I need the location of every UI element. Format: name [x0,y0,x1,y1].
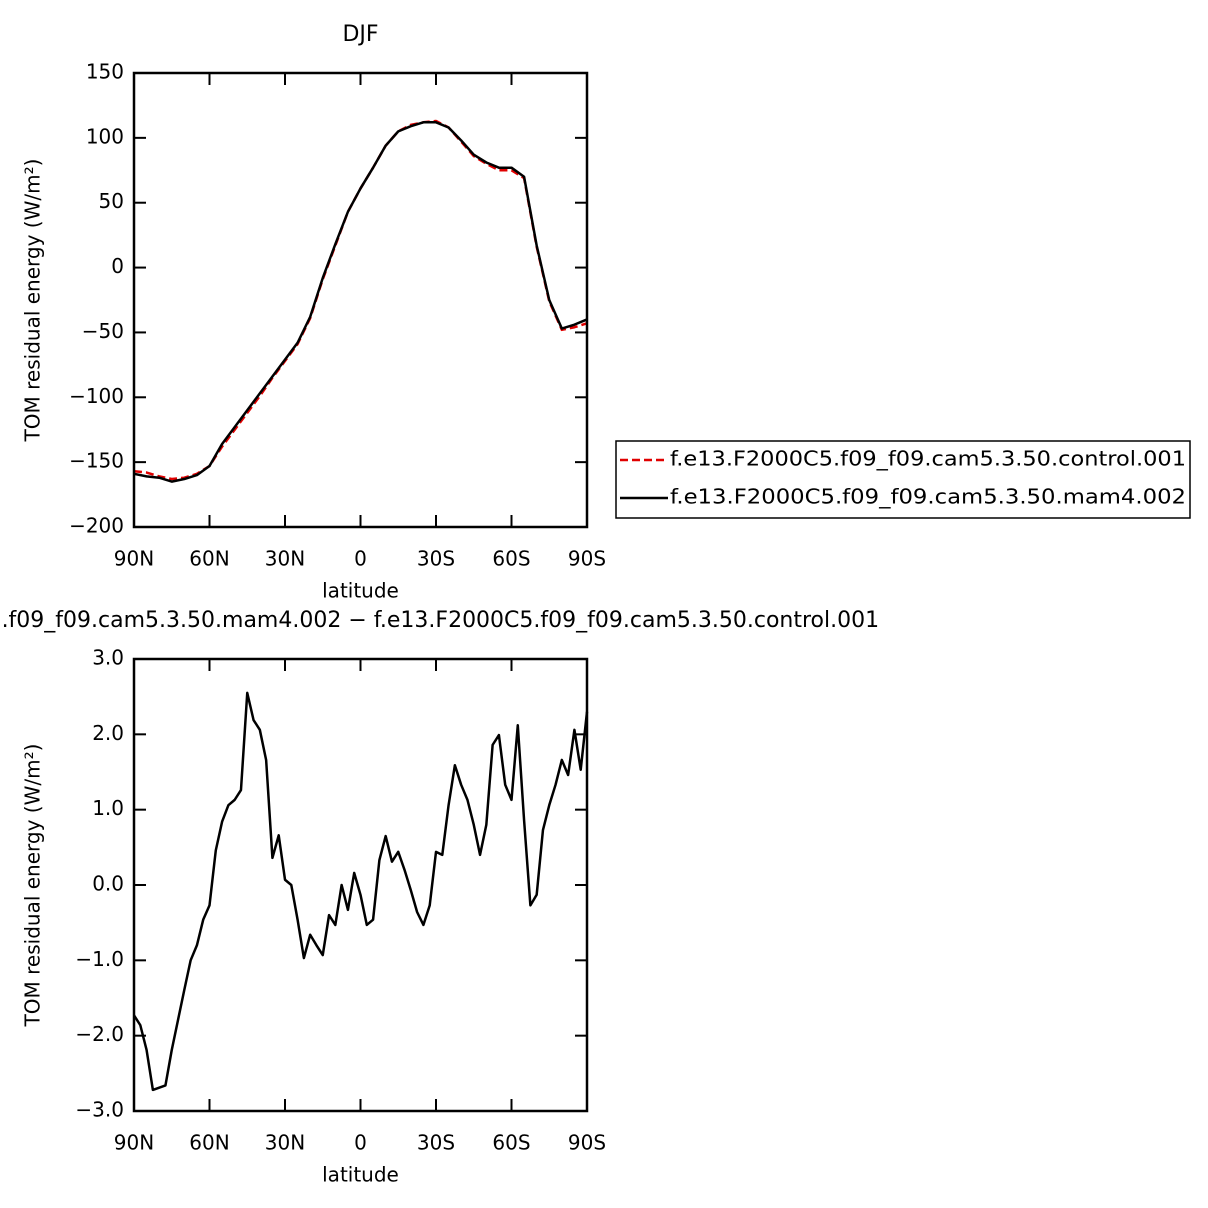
x-tick-label: 90S [568,547,606,571]
y-axis-label: TOM residual energy (W/m²) [21,159,45,443]
x-tick-label: 30S [417,547,455,571]
y-tick-label: 1.0 [92,796,124,820]
y-tick-label: −2.0 [75,1022,124,1046]
y-axis-label: TOM residual energy (W/m²) [21,744,45,1028]
y-tick-label: −50 [82,319,124,343]
y-tick-label: −100 [69,384,124,408]
x-tick-label: 30S [417,1131,455,1155]
x-tick-label: 0 [354,547,367,571]
legend-label: f.e13.F2000C5.f09_f09.cam5.3.50.mam4.002 [670,485,1186,509]
x-tick-label: 0 [354,1131,367,1155]
data-line [133,119,588,481]
y-tick-label: 2.0 [92,721,124,745]
chart-title: DJF [342,22,378,47]
y-tick-label: 0 [111,254,124,278]
plot-frame [132,657,589,1113]
x-axis-label: latitude [322,579,399,603]
x-tick-label: 60N [189,1131,229,1155]
y-tick-label: 150 [86,60,124,84]
x-tick-label: 60S [492,1131,530,1155]
x-tick-label: 60S [492,547,530,571]
x-axis-label: latitude [322,1163,399,1187]
y-tick-label: −150 [69,449,124,473]
y-tick-label: 0.0 [92,872,124,896]
data-line [133,121,588,483]
legend-box [615,440,1191,519]
x-tick-label: 30N [265,547,305,571]
x-tick-label: 90S [568,1131,606,1155]
x-tick-label: 30N [265,1131,305,1155]
chart-title: f.e13.F2000C5.f09_f09.cam5.3.50.mam4.002… [0,608,879,633]
x-tick-label: 90N [114,547,154,571]
data-line [132,691,589,1092]
plot-frame [132,71,589,529]
legend-label: f.e13.F2000C5.f09_f09.cam5.3.50.control.… [670,447,1186,471]
y-tick-label: 100 [86,124,124,148]
x-tick-label: 60N [189,547,229,571]
y-tick-label: −3.0 [75,1098,124,1122]
y-tick-label: −1.0 [75,947,124,971]
y-tick-label: 50 [99,189,124,213]
y-tick-label: 3.0 [92,646,124,670]
x-tick-label: 90N [114,1131,154,1155]
y-tick-label: −200 [69,514,124,538]
